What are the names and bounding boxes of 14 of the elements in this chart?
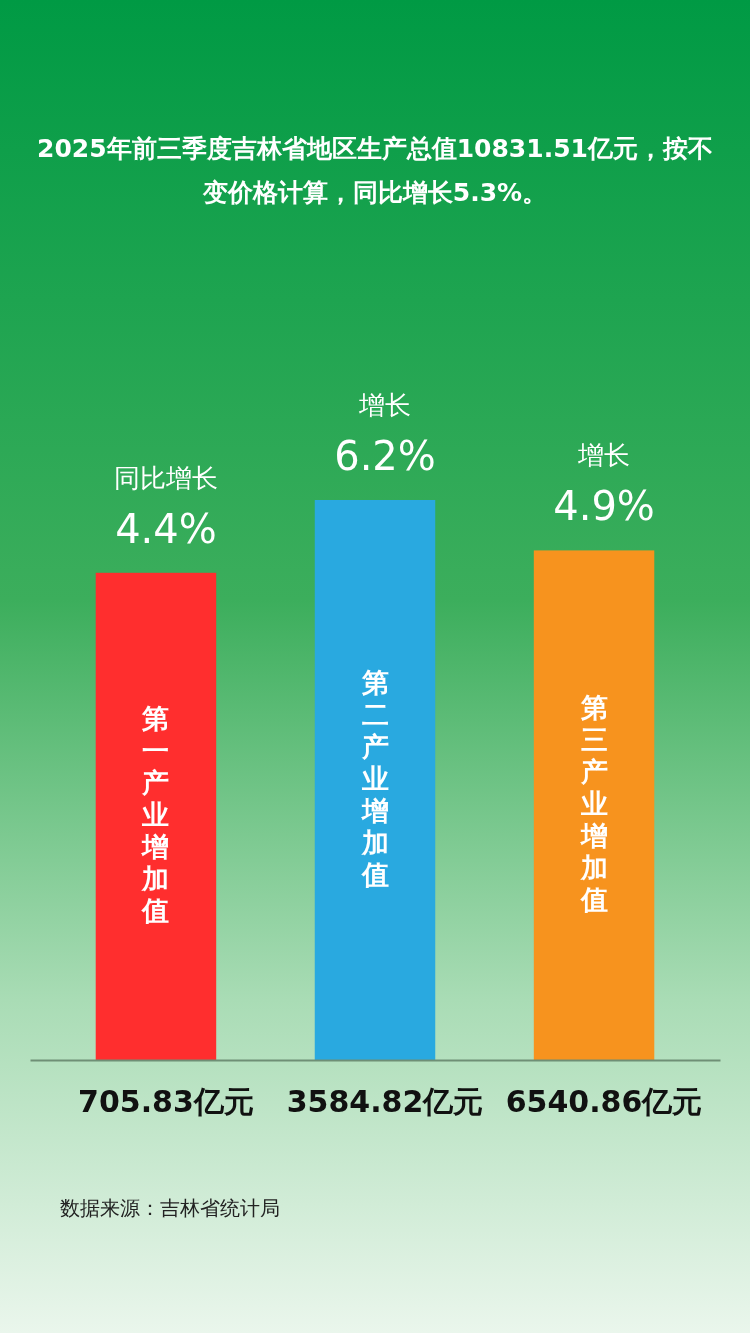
text: 3584.82亿元 bbox=[286, 1084, 484, 1119]
text: 6540.86亿元 bbox=[505, 1084, 703, 1119]
text: 6.2% bbox=[334, 433, 436, 479]
text: 增长 bbox=[358, 390, 411, 420]
x-tick-label: 第二产业增加值 bbox=[360, 667, 389, 890]
text: 增长 bbox=[577, 440, 631, 471]
x-tick-label: 第三产业增加值 bbox=[579, 692, 608, 916]
x-tick-label: 第一产业增加值 bbox=[141, 703, 170, 927]
annotation: 4.4% bbox=[115, 505, 217, 552]
source-note: 数据来源：吉林省统计局 bbox=[60, 1196, 280, 1220]
annotation: 4.9% bbox=[553, 483, 655, 530]
chart-title: 2025年前三季度吉林省地区生产总值10831.51亿元，按不变价格计算，同比增长5.3%。 bbox=[37, 134, 713, 207]
text: 705.83亿元 bbox=[78, 1084, 254, 1119]
text: 同比增长 bbox=[113, 462, 218, 493]
